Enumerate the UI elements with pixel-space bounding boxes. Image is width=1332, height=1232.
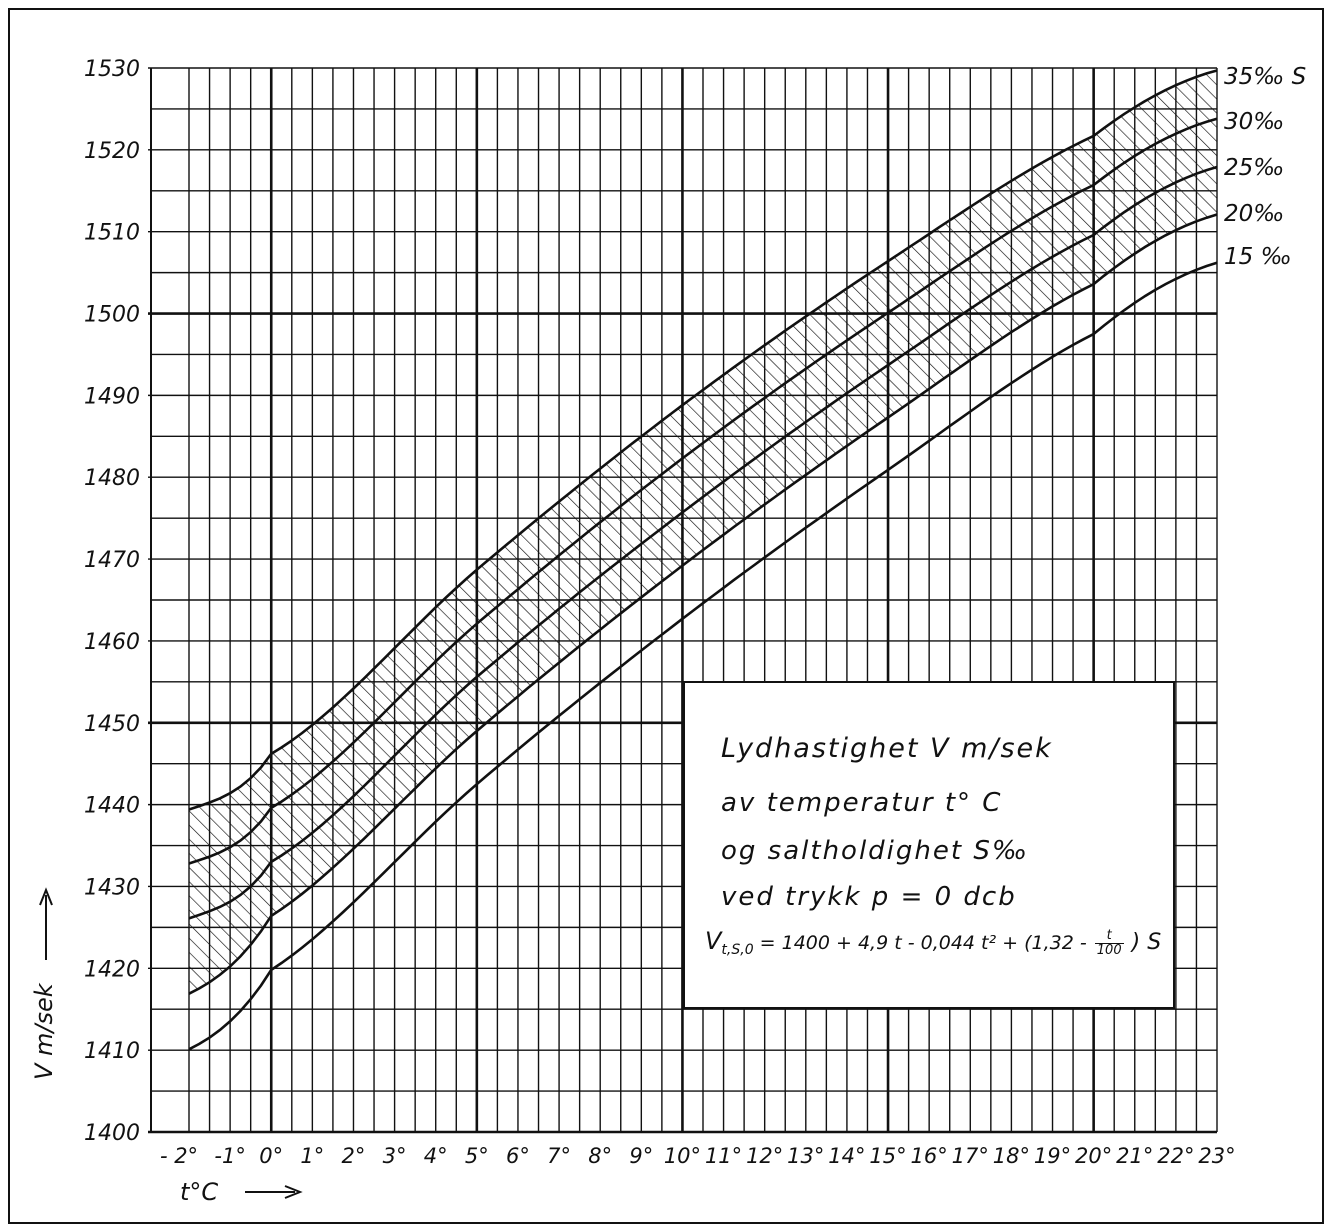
x-tick-label: 10° [664,1144,701,1168]
y-tick-label: 1520 [84,139,140,164]
x-tick-label: - 2° [160,1144,198,1168]
x-tick-label: 16° [911,1144,948,1168]
x-tick-label: 13° [787,1144,824,1168]
y-tick-label: 1440 [84,794,140,819]
y-tick-label: 1430 [84,875,140,900]
x-tick-label: -1° [214,1144,245,1168]
y-tick-labels: 1400 1410 1420 1430 1440 1450 1460 1470 1480 1490… [84,57,140,1146]
formula-main: = 1400 + 4,9 t - 0,044 t² + (1,32 - [759,932,1087,954]
x-tick-label: 4° [424,1144,448,1168]
series-line-2 [188,165,1218,920]
x-tick-label: 2° [342,1144,366,1168]
series-label: 20‰ [1224,201,1284,227]
x-tick-label: 0° [259,1144,283,1168]
y-tick-label: 1530 [84,57,140,82]
series-label: 30‰ [1224,109,1284,135]
series-line-4 [188,261,1218,1051]
y-tick-label: 1400 [84,1121,140,1146]
x-tick-label: 5° [465,1144,489,1168]
y-tick-label: 1420 [84,957,140,982]
x-tick-label: 15° [869,1144,906,1168]
x-tick-label: 18° [993,1144,1030,1168]
box-line-temperature: av temperatur t° C [721,788,1003,818]
y-tick-label: 1480 [84,466,140,491]
series-lines [188,69,1218,1051]
x-axis-arrow-head [284,1185,303,1199]
series-labels: 35‰ S 30‰ 25‰ 20‰ 15 ‰ [1224,64,1306,270]
x-tick-label: 9° [629,1144,653,1168]
series-label: 15 ‰ [1224,244,1292,270]
x-tick-label: 20° [1075,1144,1112,1168]
y-tick-label: 1410 [84,1039,140,1064]
series-label: 35‰ S [1224,64,1306,90]
axis-labels: V m/sek t°C [30,887,303,1206]
series-line-1 [188,117,1218,865]
x-tick-label: 17° [952,1144,989,1168]
hatched-area [189,70,1217,994]
y-tick-label: 1470 [84,548,140,573]
series-line-0 [188,69,1218,811]
formula-fraction-num: t [1094,929,1124,944]
x-tick-label: 14° [828,1144,865,1168]
box-line-salinity: og saltholdighet S‰ [721,836,1029,866]
formula-subscript: t,S,0 [721,941,754,958]
x-tick-label: 11° [705,1144,742,1168]
series-label: 25‰ [1224,155,1284,181]
x-tick-label: 12° [746,1144,783,1168]
x-tick-label: 3° [383,1144,407,1168]
x-tick-labels: - 2° -1° 0° 1° 2° 3° 4° 5° 6° 7° 8° 9° 10° 11° 12° 13° 1… [160,1144,1236,1168]
formula-box: Lydhastighet V m/sek av temperatur t° C … [683,681,1175,1009]
y-tick-label: 1500 [84,303,140,328]
chart-frame [8,8,1324,1224]
y-tick-label: 1460 [84,630,140,655]
y-tick-label: 1450 [84,712,140,737]
formula-fraction-den: 100 [1096,943,1122,958]
x-tick-label: 7° [547,1144,571,1168]
x-tick-label: 1° [300,1144,324,1168]
y-axis-arrow-head [39,887,53,906]
x-tick-label: 6° [506,1144,530,1168]
hatched-band [189,70,1217,994]
x-tick-label: 21° [1116,1144,1153,1168]
formula-v: V [705,927,722,955]
x-tick-label: 19° [1034,1144,1071,1168]
box-title: Lydhastighet V m/sek [721,733,1053,764]
series-line-3 [188,213,1218,995]
y-tick-label: 1490 [84,384,140,409]
formula-fraction: t 100 [1094,929,1124,958]
box-line-pressure: ved trykk p = 0 dcb [721,882,1017,912]
x-axis-label: t°C [180,1178,218,1206]
box-formula: Vt,S,0 = 1400 + 4,9 t - 0,044 t² + (1,32… [705,927,1161,958]
x-tick-label: 8° [588,1144,612,1168]
formula-end: ) S [1131,930,1162,955]
y-axis-label: V m/sek [30,982,58,1080]
y-tick-label: 1510 [84,221,140,246]
x-tick-label: 23° [1198,1144,1235,1168]
x-tick-label: 22° [1157,1144,1194,1168]
